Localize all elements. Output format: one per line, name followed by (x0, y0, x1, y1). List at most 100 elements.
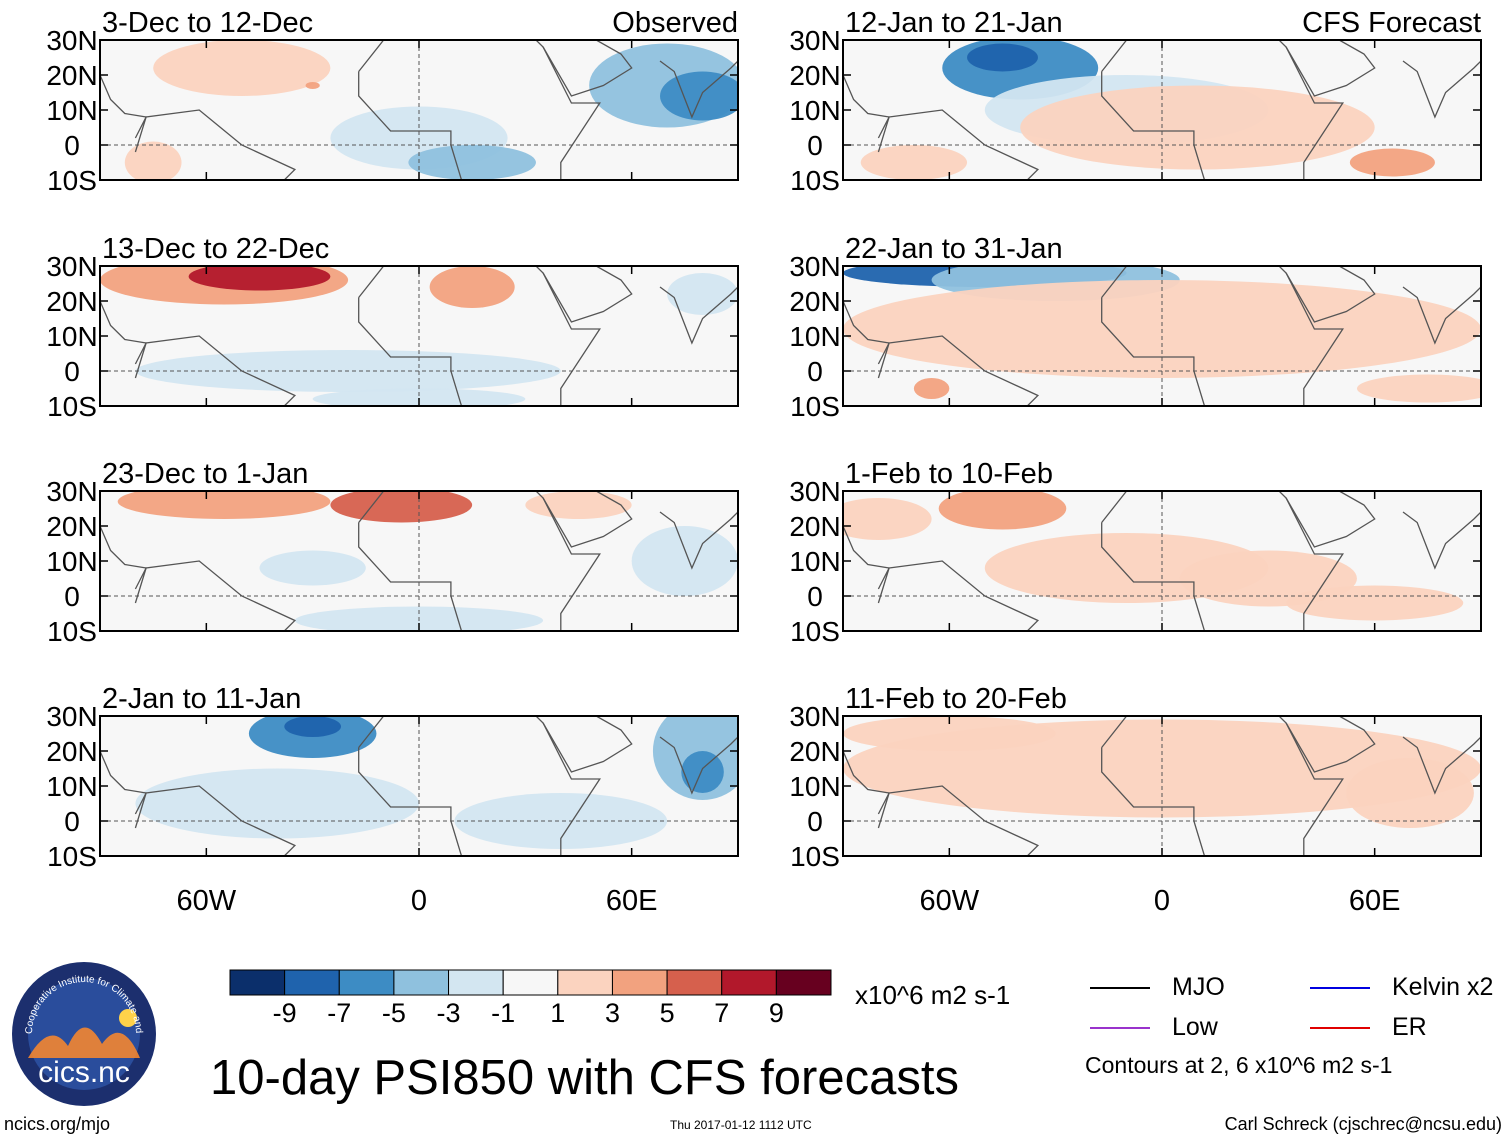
logo-text: cics.nc (38, 1056, 130, 1089)
colorbar-swatch (611, 969, 668, 996)
lat-tick-label: 30N (789, 476, 840, 507)
colorbar-swatch (393, 969, 450, 996)
lon-tick-label: 60W (920, 885, 980, 917)
lat-tick-label: 10N (46, 546, 97, 577)
anomaly-region (843, 498, 932, 540)
legend-low-line (1090, 1027, 1150, 1029)
cics-logo: cics.nc Cooperative Institute for Climat… (10, 960, 156, 1106)
anomaly-region (1020, 85, 1375, 170)
lon-tick-label: 60E (1349, 885, 1401, 917)
main-title: 10-day PSI850 with CFS forecasts (210, 1051, 959, 1105)
coastline (542, 716, 633, 773)
colorbar: -9 -7 -5 -3 -1 1 3 5 7 9 (229, 969, 832, 1028)
lat-tick-label: 30N (46, 251, 97, 282)
colorbar-swatch (448, 969, 504, 996)
legend-mjo: MJO (1090, 973, 1270, 1003)
anomaly-region (117, 491, 331, 519)
legend-er-label: ER (1392, 1013, 1427, 1041)
panel-title: 12-Jan to 21-Jan (845, 7, 1063, 39)
colorbar-label: 7 (714, 998, 729, 1028)
coastline (843, 525, 891, 590)
panel-title: 11-Feb to 20-Feb (845, 683, 1067, 715)
anomaly-region (408, 145, 536, 180)
lat-tick-label: 10S (47, 616, 97, 647)
coastline (1101, 40, 1345, 180)
colorbar-swatch (721, 969, 777, 996)
anomaly-region (938, 491, 1067, 530)
anomaly-region (454, 793, 668, 849)
lat-tick-label: 10N (789, 321, 840, 352)
footer-url[interactable]: ncics.org/mjo (4, 1114, 111, 1134)
lat-tick-label: 0 (807, 356, 823, 387)
observed-label: Observed (612, 7, 738, 39)
lat-tick-label: 10N (46, 321, 97, 352)
anomaly-region (860, 145, 968, 180)
coastlines (843, 491, 1481, 631)
coastline (542, 491, 633, 548)
coastline (1285, 40, 1376, 97)
anomaly-region (843, 716, 1056, 751)
coastline (1101, 266, 1345, 406)
coastline (100, 525, 148, 590)
anomaly-region (667, 273, 738, 315)
panel: 30N 20N 10N 0 10S 2-Jan to 11-Jan 60W 0 60E (46, 683, 739, 917)
anomaly-region (660, 71, 738, 121)
coastline (1402, 736, 1481, 795)
panel-title: 1-Feb to 10-Feb (845, 458, 1053, 490)
lat-tick-label: 0 (807, 130, 823, 161)
panel: 30N 20N 10N 0 10S 22-Jan to 31-Jan (789, 233, 1482, 422)
anomaly-region (312, 388, 526, 406)
lat-tick-label: 20N (46, 60, 97, 91)
coastline (1402, 60, 1481, 119)
colorbar-label: -7 (327, 998, 351, 1028)
lat-tick-label: 20N (789, 736, 840, 767)
lat-tick-label: 20N (789, 60, 840, 91)
coastline (358, 716, 602, 856)
lat-tick-label: 30N (46, 701, 97, 732)
anomaly-region (913, 378, 950, 399)
contour-note: Contours at 2, 6 x10^6 m2 s-1 (1085, 1052, 1393, 1078)
anomaly-region (1346, 758, 1474, 828)
legend-er-line (1310, 1027, 1370, 1029)
anomaly-region (305, 82, 320, 89)
anomaly-region (1179, 550, 1357, 607)
colorbar-label: -5 (382, 998, 406, 1028)
panel: 30N 20N 10N 0 10S 13-Dec to 22-Dec (46, 233, 739, 422)
panel-title: 3-Dec to 12-Dec (102, 7, 313, 39)
colorbar-swatch (502, 969, 559, 996)
colorbar-label: -3 (437, 998, 461, 1028)
panel-title: 13-Dec to 22-Dec (102, 233, 329, 265)
lat-tick-label: 10S (47, 391, 97, 422)
anomaly-region (525, 491, 632, 519)
coastline (542, 266, 633, 323)
coastline (358, 266, 602, 406)
colorbar-label: 1 (550, 998, 565, 1028)
lat-tick-label: 10N (46, 771, 97, 802)
anomaly-region (1349, 148, 1435, 177)
anomaly-region (259, 550, 366, 586)
colorbar-label: 9 (769, 998, 784, 1028)
colorbar-swatch (229, 969, 286, 996)
lat-tick-label: 10S (790, 165, 840, 196)
colorbar-swatch (666, 969, 723, 996)
coastline (1101, 716, 1345, 856)
coastline (843, 750, 891, 815)
coastline (659, 286, 738, 345)
lon-tick-label: 60E (606, 885, 658, 917)
colorbar-swatch (775, 969, 832, 996)
panel: 30N 20N 10N 0 10S 11-Feb to 20-Feb 60W 0 60E (789, 683, 1482, 917)
coastline (542, 40, 633, 97)
lat-tick-label: 30N (46, 476, 97, 507)
colorbar-swatch (284, 969, 340, 996)
lat-tick-label: 10S (790, 391, 840, 422)
anomaly-region (429, 266, 515, 308)
colorbar-label: 5 (660, 998, 675, 1028)
anomaly-region (124, 141, 182, 180)
lat-tick-label: 30N (46, 25, 97, 56)
coastline (358, 491, 602, 631)
legend-kelvin: Kelvin x2 (1310, 973, 1510, 1003)
colorbar-swatch (557, 969, 613, 996)
coastline (100, 750, 148, 815)
